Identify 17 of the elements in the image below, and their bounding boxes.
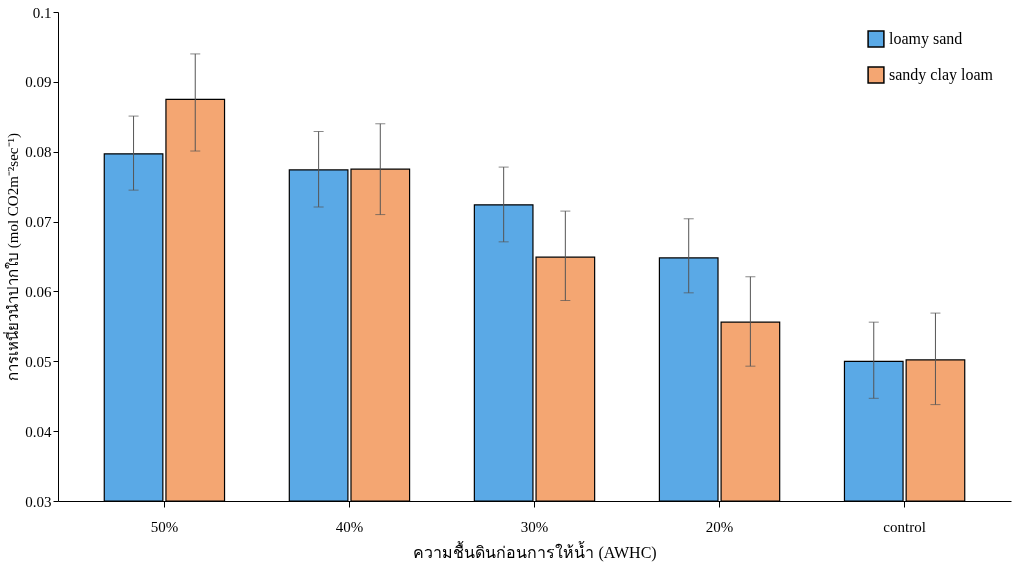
y-tick-label: 0.08 bbox=[25, 144, 52, 161]
legend-label: loamy sand bbox=[889, 30, 963, 48]
x-axis-title: ความชื้นดินก่อนการให้น้ำ (AWHC) bbox=[413, 540, 657, 562]
y-tick-label: 0.04 bbox=[25, 423, 52, 440]
y-tick-label: 0.06 bbox=[25, 283, 52, 300]
y-axis-title: การเหนี่ยวนำปากใบ (mol CO2m⁻²sec⁻¹) bbox=[2, 133, 23, 381]
x-tick-label: 30% bbox=[520, 518, 549, 535]
x-tick-label: 40% bbox=[335, 518, 364, 535]
y-tick-label: 0.1 bbox=[32, 4, 52, 21]
x-tick-label: 20% bbox=[705, 518, 734, 535]
y-tick-label: 0.07 bbox=[25, 214, 52, 231]
x-tick-label: control bbox=[883, 518, 926, 535]
x-tick-label: 50% bbox=[150, 518, 179, 535]
legend-label: sandy clay loam bbox=[889, 66, 994, 84]
y-tick-label: 0.05 bbox=[25, 353, 52, 370]
y-tick-label: 0.03 bbox=[25, 493, 52, 510]
y-tick-label: 0.09 bbox=[25, 74, 52, 91]
